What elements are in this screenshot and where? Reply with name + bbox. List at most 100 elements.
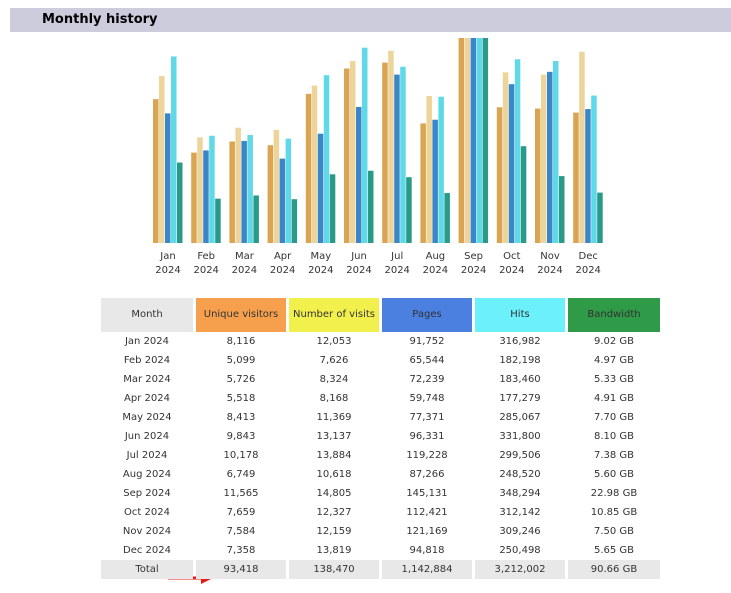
- bar: [508, 84, 515, 243]
- bar: [305, 93, 312, 243]
- table-cell: 12,053: [316, 336, 352, 347]
- table-row: Jun 2024 9,843 13,137 96,331 331,800 8.10 GB: [101, 427, 660, 446]
- table-cell: 121,169: [406, 526, 448, 537]
- table-cell: 4.97 GB: [593, 355, 635, 366]
- table-cell: 331,800: [499, 431, 541, 442]
- bar: [368, 170, 374, 243]
- bar: [191, 152, 197, 243]
- table-cell: 1,142,884: [382, 560, 472, 579]
- year-label: 2024: [155, 265, 180, 276]
- table-cell: 9,843: [226, 431, 256, 442]
- table-cell: 10,178: [223, 450, 259, 461]
- table-cell: 96,331: [409, 431, 445, 442]
- table-cell: 65,544: [409, 355, 445, 366]
- table-row: Sep 2024 11,565 14,805 145,131 348,294 22.98 …: [101, 484, 660, 503]
- table-cell: Dec 2024: [123, 545, 171, 556]
- table-cell: 5.33 GB: [593, 374, 635, 385]
- table-cell: 91,752: [409, 336, 445, 347]
- bar: [273, 129, 280, 243]
- bar: [400, 66, 406, 244]
- table-row: Total 93,418 138,470 1,142,884 3,212,002 90.6…: [101, 560, 660, 579]
- bar: [420, 123, 426, 243]
- month-label: Dec: [579, 251, 598, 262]
- month-label: Jul: [390, 251, 403, 262]
- bar: [458, 38, 465, 243]
- bar: [362, 47, 368, 243]
- table-cell: 77,371: [409, 412, 445, 423]
- table-row: May 2024 8,413 11,369 77,371 285,067 7.70 GB: [101, 408, 660, 427]
- bar: [585, 109, 591, 243]
- table-cell: 14,805: [316, 488, 352, 499]
- table-cell: 8,168: [319, 393, 349, 404]
- table: Month Unique visitors Number of visits Page…: [98, 298, 663, 579]
- year-label: 2024: [537, 265, 562, 276]
- table-cell: 250,498: [499, 545, 541, 556]
- table-cell: 59,748: [409, 393, 445, 404]
- table-cell: 8.10 GB: [593, 431, 635, 442]
- bar: [520, 146, 527, 243]
- bar: [329, 174, 336, 243]
- bar: [229, 141, 235, 243]
- table-cell: 177,279: [499, 393, 541, 404]
- bar: [470, 38, 477, 243]
- month-label: Apr: [274, 251, 292, 262]
- month-label: Sep: [464, 251, 483, 262]
- table-cell: 12,327: [316, 507, 352, 518]
- table-cell: 112,421: [406, 507, 448, 518]
- table-cell: 309,246: [499, 526, 541, 537]
- column-header: Month: [101, 298, 193, 332]
- table-row: Oct 2024 7,659 12,327 112,421 312,142 10.85 G…: [101, 503, 660, 522]
- bar: [591, 95, 597, 243]
- bar: [535, 108, 541, 243]
- bar: [171, 56, 177, 243]
- table-row: Aug 2024 6,749 10,618 87,266 248,520 5.60 GB: [101, 465, 660, 484]
- table-cell: Jun 2024: [124, 431, 170, 442]
- bar: [444, 193, 450, 243]
- bar: [215, 198, 221, 243]
- table-cell: 13,819: [316, 545, 352, 556]
- bar: [291, 199, 298, 243]
- table-cell: 90.66 GB: [568, 560, 660, 579]
- bar: [197, 137, 203, 243]
- table-cell: 7.38 GB: [593, 450, 635, 461]
- table-cell: 7,358: [226, 545, 256, 556]
- table-cell: 299,506: [499, 450, 541, 461]
- table-cell: Nov 2024: [122, 526, 172, 537]
- table-cell: 5,726: [226, 374, 256, 385]
- table-cell: 8,324: [319, 374, 349, 385]
- table-row: Jan 2024 8,116 12,053 91,752 316,982 9.02 GB: [101, 332, 660, 351]
- table-cell: 72,239: [409, 374, 445, 385]
- bar: [573, 112, 579, 243]
- table-cell: Total: [101, 560, 193, 579]
- table-cell: 7.70 GB: [593, 412, 635, 423]
- table-cell: Apr 2024: [124, 393, 170, 404]
- table-cell: 8,116: [226, 336, 256, 347]
- year-label: 2024: [308, 265, 333, 276]
- table-cell: Feb 2024: [123, 355, 171, 366]
- bar: [388, 50, 394, 244]
- table-cell: Oct 2024: [124, 507, 170, 518]
- table-row: Feb 2024 5,099 7,626 65,544 182,198 4.97 GB: [101, 351, 660, 370]
- bar: [496, 107, 503, 243]
- table-row: Dec 2024 7,358 13,819 94,818 250,498 5.65 GB: [101, 541, 660, 560]
- bar: [350, 61, 356, 243]
- month-label: Aug: [426, 251, 446, 262]
- table-cell: 10.85 GB: [590, 507, 638, 518]
- table-cell: 87,266: [409, 469, 445, 480]
- month-label: Jun: [350, 251, 367, 262]
- table-cell: 9.02 GB: [593, 336, 635, 347]
- year-label: 2024: [232, 265, 257, 276]
- year-label: 2024: [270, 265, 295, 276]
- bar: [514, 59, 521, 244]
- bar: [247, 135, 253, 243]
- year-label: 2024: [461, 265, 486, 276]
- bar: [553, 60, 559, 243]
- year-label: 2024: [499, 265, 524, 276]
- table-cell: 22.98 GB: [590, 488, 638, 499]
- month-label: Oct: [503, 251, 520, 262]
- bar: [235, 127, 241, 243]
- table-cell: 13,137: [316, 431, 352, 442]
- bar: [317, 133, 324, 243]
- table-cell: Sep 2024: [123, 488, 171, 499]
- bar: [285, 138, 292, 243]
